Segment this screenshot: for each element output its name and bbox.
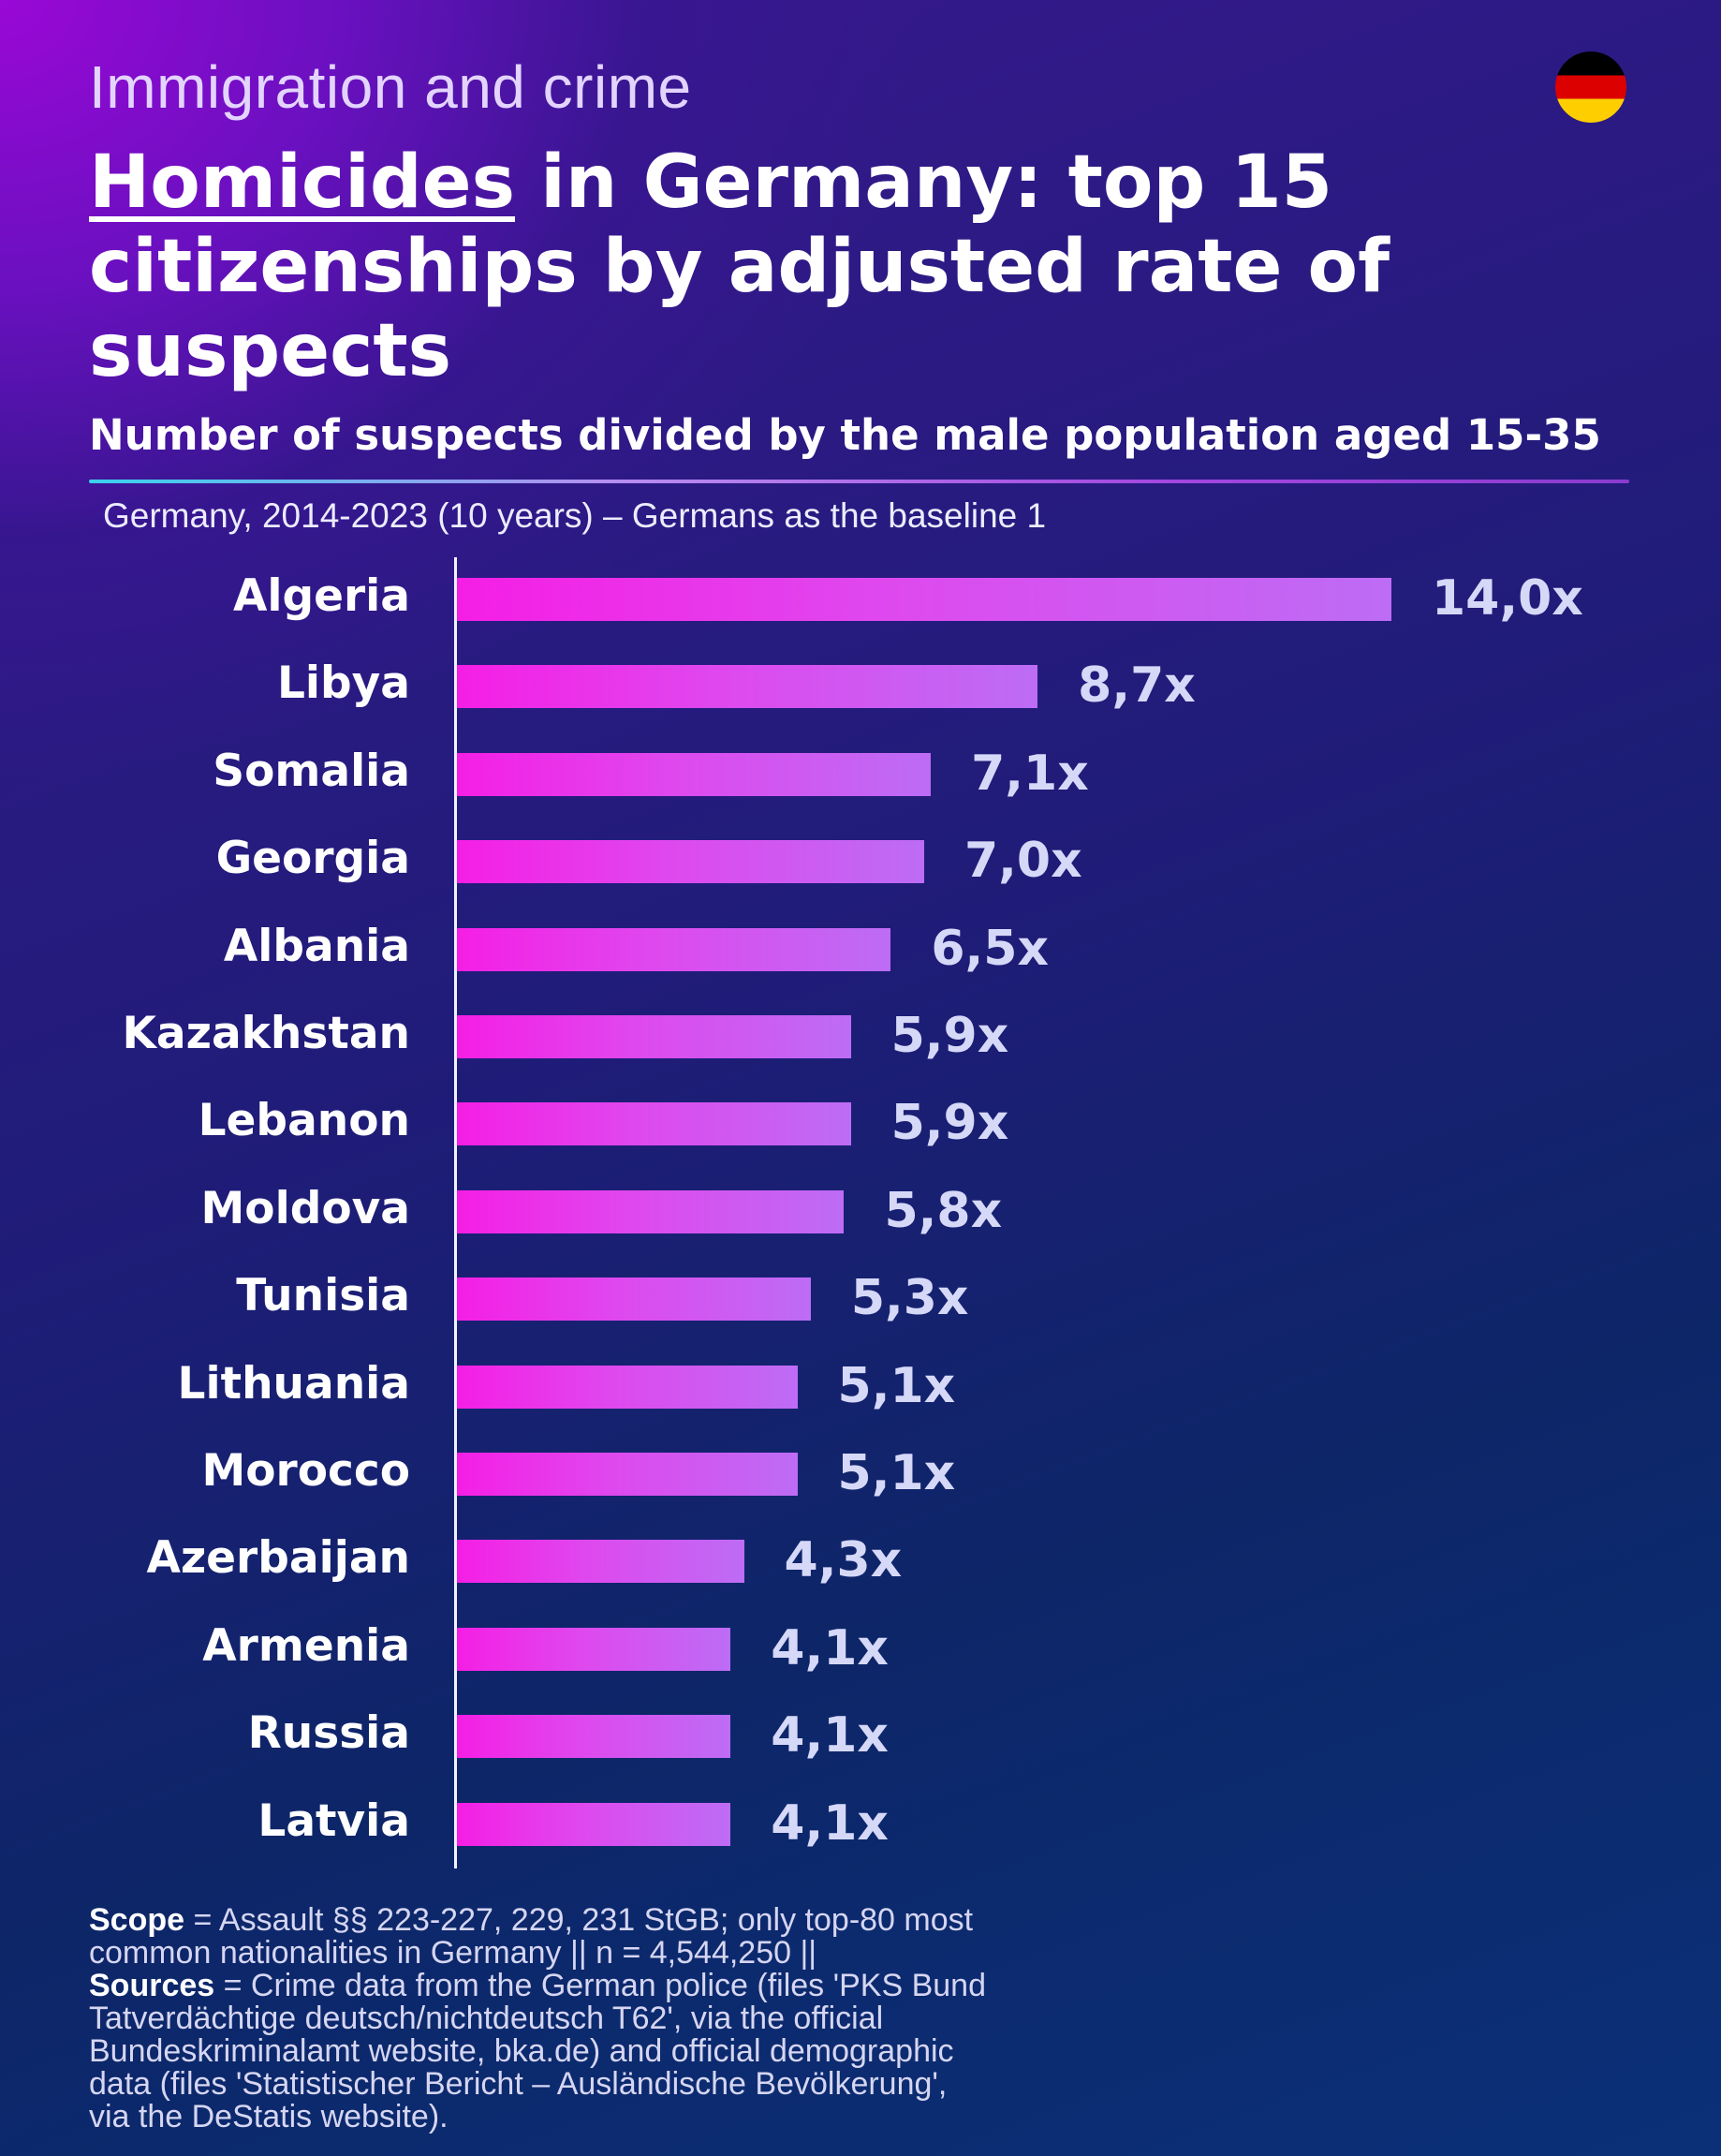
category-label: Algeria [232,570,410,622]
value-label: 5,1x [837,1357,956,1414]
bar [457,665,1038,709]
category-label: Somalia [213,745,410,797]
sources-text: = Crime data from the German police (fil… [89,1968,986,2134]
title-emphasis: Homicides [89,140,516,225]
bar [457,1627,731,1671]
bar [457,840,924,884]
category-label: Lithuania [177,1357,410,1410]
scope-label: Scope [89,1902,185,1938]
value-label: 4,1x [771,1794,889,1852]
sources-label: Sources [89,1968,215,2003]
bar [457,1715,731,1759]
value-label: 7,0x [964,833,1082,890]
bar [457,1540,744,1584]
value-label: 5,1x [837,1445,956,1501]
bar [457,1802,731,1846]
category-label: Azerbaijan [146,1532,410,1585]
bar [457,1453,798,1496]
value-label: 8,7x [1078,657,1196,715]
category-label: Russia [247,1707,410,1760]
page-title: Homicides in Germany: top 15 citizenship… [89,140,1681,393]
value-label: 5,8x [884,1182,1003,1239]
scope-note: Scope = Assault §§ 223-227, 229, 231 StG… [89,1904,988,1970]
category-label: Kazakhstan [122,1008,410,1059]
category-label: Moldova [200,1182,410,1234]
value-label: 14,0x [1432,570,1583,627]
germany-flag-icon [1555,52,1626,123]
value-label: 5,9x [890,1095,1009,1152]
chart-subtitle: Germany, 2014-2023 (10 years) – Germans … [103,496,1047,535]
footer-notes: Scope = Assault §§ 223-227, 229, 231 StG… [89,1904,988,2134]
bar [457,1277,811,1322]
category-label: Lebanon [198,1095,410,1147]
bar [457,1102,851,1146]
kicker-text: Immigration and crime [89,53,692,121]
bar [457,1015,851,1058]
y-axis-line [454,557,457,1868]
value-label: 6,5x [931,920,1050,977]
value-label: 5,3x [850,1270,969,1327]
category-label: Morocco [201,1445,410,1497]
bar [457,752,932,796]
value-label: 4,1x [771,1707,889,1765]
category-label: Albania [223,920,410,972]
category-label: Tunisia [236,1270,410,1322]
scope-text: = Assault §§ 223-227, 229, 231 StGB; onl… [89,1902,974,1971]
category-label: Libya [276,657,410,710]
sources-note: Sources = Crime data from the German pol… [89,1970,988,2134]
bar [457,927,891,971]
category-label: Latvia [257,1794,410,1847]
bar [457,578,1391,621]
bar [457,1189,845,1233]
chart-title: Number of suspects divided by the male p… [89,410,1601,460]
title-divider [89,480,1629,483]
category-label: Georgia [215,833,410,885]
category-label: Armenia [202,1619,410,1672]
value-label: 4,1x [771,1619,889,1676]
value-label: 4,3x [784,1532,903,1589]
value-label: 5,9x [890,1008,1009,1064]
title-rest: in Germany: top 15 citizenships by adjus… [89,140,1390,393]
bar [457,1365,798,1409]
value-label: 7,1x [971,745,1089,802]
